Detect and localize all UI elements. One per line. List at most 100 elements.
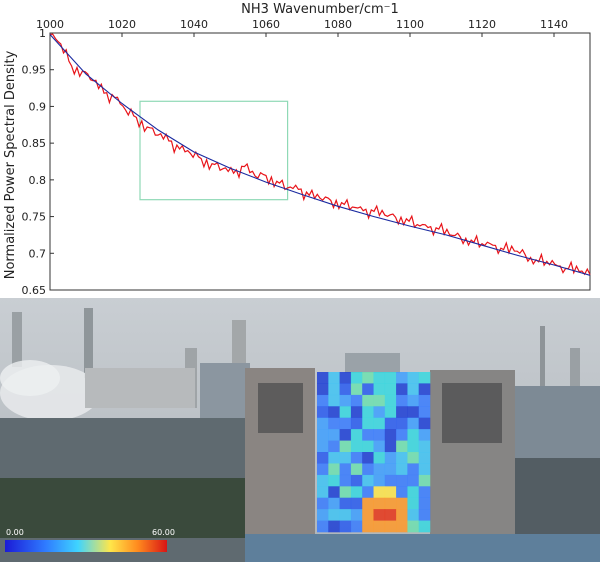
heatmap-cell [396, 372, 408, 384]
heatmap-cell [339, 429, 352, 441]
heatmap-cell [396, 463, 408, 476]
heatmap-cell [384, 429, 397, 441]
heatmap-cell [328, 440, 340, 453]
heatmap-cell [373, 509, 386, 521]
heatmap-cell [384, 406, 397, 418]
heatmap-cell [328, 394, 340, 407]
heatmap-cell [339, 372, 352, 384]
series-group [49, 33, 591, 276]
heatmap-cell [384, 509, 397, 521]
heatmap-cell [418, 520, 431, 533]
heatmap-cell [328, 452, 340, 464]
heatmap-cell [396, 440, 408, 453]
heatmap-cell [418, 497, 431, 510]
heatmap-cell [384, 497, 397, 510]
heatmap-cell [350, 452, 363, 464]
heatmap-cell [339, 417, 352, 430]
heatmap-cell [407, 509, 419, 521]
heatmap-cell [328, 474, 340, 487]
tower [12, 312, 22, 367]
heatmap-cell [328, 509, 340, 521]
heatmap-cell [418, 463, 431, 476]
heatmap-cell [317, 474, 329, 487]
heatmap-cell [362, 497, 374, 510]
heatmap-cell [362, 440, 374, 453]
heatmap-cell [339, 452, 352, 464]
industrial-site-photo: 0.00 60.00 [0, 298, 600, 562]
heatmap-cell [396, 452, 408, 464]
heatmap-cell [339, 486, 352, 498]
x-tick-label: 1080 [324, 18, 352, 31]
heatmap-cell [418, 509, 431, 521]
heatmap-cell [384, 463, 397, 476]
gas-concentration-heatmap [317, 372, 431, 533]
heatmap-cell [384, 394, 397, 407]
heatmap-cell [396, 417, 408, 430]
heatmap-cell [362, 486, 374, 498]
heatmap-cell [384, 417, 397, 430]
heatmap-cell [350, 474, 363, 487]
heatmap-cell [396, 406, 408, 418]
x-tick-label: 1000 [36, 18, 64, 31]
heatmap-cell [350, 509, 363, 521]
heatmap-cell [384, 474, 397, 487]
heatmap-cell [328, 406, 340, 418]
heatmap-cell [328, 372, 340, 384]
heatmap-cell [317, 497, 329, 510]
x-axis-label: NH3 Wavenumber/cm⁻1 [241, 2, 399, 17]
heatmap-cell [384, 372, 397, 384]
axis-ticks: 1000 1020 1040 1060 1080 1100 1120 1140 0.65 0.7 0… [22, 18, 569, 297]
y-tick-label: 0.65 [22, 284, 47, 297]
tower-window [258, 383, 303, 433]
heatmap-cell [350, 429, 363, 441]
heatmap-cell [418, 474, 431, 487]
heatmap-cell [384, 452, 397, 464]
heatmap-cell [317, 394, 329, 407]
heatmap-cell [362, 452, 374, 464]
heatmap-cell [350, 463, 363, 476]
highlight-box [139, 100, 289, 201]
x-tick-label: 1060 [252, 18, 280, 31]
heatmap-cell [396, 474, 408, 487]
y-tick-label: 0.75 [22, 211, 47, 224]
heatmap-cell [384, 383, 397, 396]
heatmap-cell [350, 383, 363, 396]
heatmap-cell [317, 406, 329, 418]
steam-cloud [0, 360, 60, 396]
tower [540, 326, 545, 386]
heatmap-cell [350, 440, 363, 453]
tower [570, 348, 580, 398]
x-tick-label: 1020 [108, 18, 136, 31]
x-tick-label: 1100 [396, 18, 424, 31]
heatmap-cell [373, 463, 386, 476]
heatmap-cell [350, 406, 363, 418]
heatmap-cell [362, 394, 374, 407]
y-tick-label: 0.9 [29, 100, 47, 113]
heatmap-cell [407, 463, 419, 476]
heatmap-cell [373, 406, 386, 418]
heatmap-cell [396, 429, 408, 441]
y-tick-label: 1 [39, 27, 46, 40]
heatmap-cell [373, 497, 386, 510]
heatmap-cell [362, 372, 374, 384]
roof [245, 534, 600, 562]
heatmap-cell [407, 406, 419, 418]
heatmap-cell [396, 497, 408, 510]
heatmap-cell [350, 486, 363, 498]
heatmap-cell [384, 520, 397, 533]
heatmap-cell [396, 394, 408, 407]
y-tick-label: 0.95 [22, 64, 47, 77]
heatmap-cell [362, 417, 374, 430]
heatmap-cell [317, 486, 329, 498]
building [345, 353, 400, 373]
heatmap-cell [328, 429, 340, 441]
heatmap-cell [362, 474, 374, 487]
building [85, 368, 195, 408]
x-tick-label: 1040 [180, 18, 208, 31]
heatmap-cell [317, 463, 329, 476]
tower-window [442, 383, 502, 443]
heatmap-cell [418, 452, 431, 464]
heatmap-cell [407, 429, 419, 441]
heatmap-cell [328, 497, 340, 510]
fit-line [49, 34, 591, 276]
